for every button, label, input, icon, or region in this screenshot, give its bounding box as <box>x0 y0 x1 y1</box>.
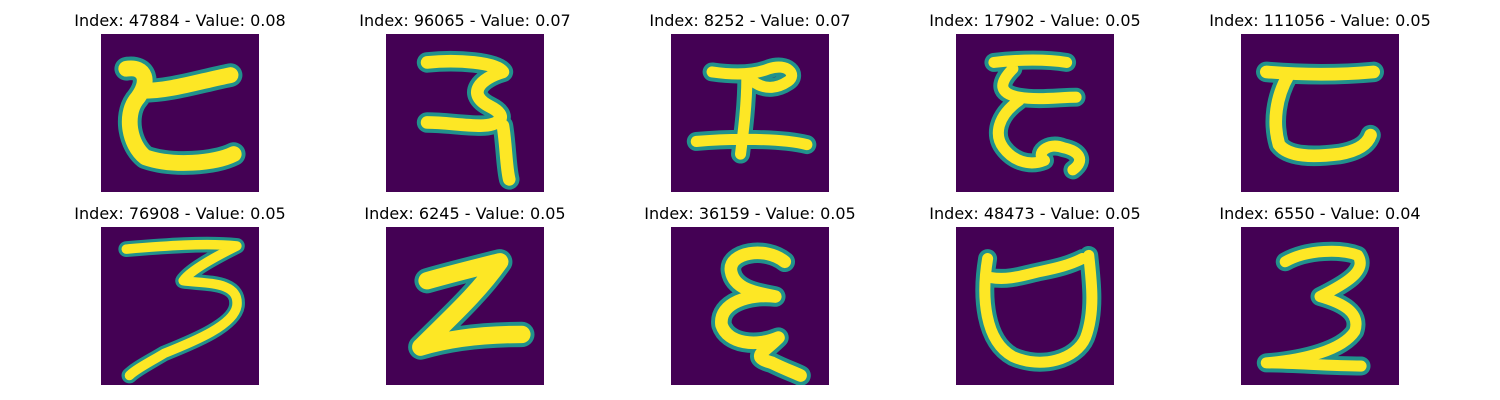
panel-10: Index: 6550 - Value: 0.04 <box>1200 205 1440 385</box>
panel-title: Index: 36159 - Value: 0.05 <box>644 204 856 223</box>
glyph-image <box>101 34 259 192</box>
glyph-image <box>386 227 544 385</box>
panel-title: Index: 48473 - Value: 0.05 <box>929 204 1141 223</box>
panel-title: Index: 76908 - Value: 0.05 <box>74 204 286 223</box>
panel-4: Index: 17902 - Value: 0.05 <box>915 12 1155 192</box>
glyph-image <box>671 227 829 385</box>
panel-title: Index: 111056 - Value: 0.05 <box>1209 11 1431 30</box>
panel-title: Index: 96065 - Value: 0.07 <box>359 11 571 30</box>
glyph-image <box>386 34 544 192</box>
panel-8: Index: 36159 - Value: 0.05 <box>630 205 870 385</box>
panel-title: Index: 17902 - Value: 0.05 <box>929 11 1141 30</box>
panel-title: Index: 6245 - Value: 0.05 <box>364 204 566 223</box>
panel-7: Index: 6245 - Value: 0.05 <box>345 205 585 385</box>
panel-6: Index: 76908 - Value: 0.05 <box>60 205 300 385</box>
panel-title: Index: 8252 - Value: 0.07 <box>649 11 851 30</box>
panel-3: Index: 8252 - Value: 0.07 <box>630 12 870 192</box>
panel-2: Index: 96065 - Value: 0.07 <box>345 12 585 192</box>
panel-9: Index: 48473 - Value: 0.05 <box>915 205 1155 385</box>
glyph-image <box>101 227 259 385</box>
panel-title: Index: 47884 - Value: 0.08 <box>74 11 286 30</box>
glyph-image <box>1241 34 1399 192</box>
glyph-image <box>956 227 1114 385</box>
glyph-image <box>1241 227 1399 385</box>
panel-1: Index: 47884 - Value: 0.08 <box>60 12 300 192</box>
glyph-image <box>671 34 829 192</box>
panel-5: Index: 111056 - Value: 0.05 <box>1200 12 1440 192</box>
glyph-image <box>956 34 1114 192</box>
panel-title: Index: 6550 - Value: 0.04 <box>1219 204 1421 223</box>
